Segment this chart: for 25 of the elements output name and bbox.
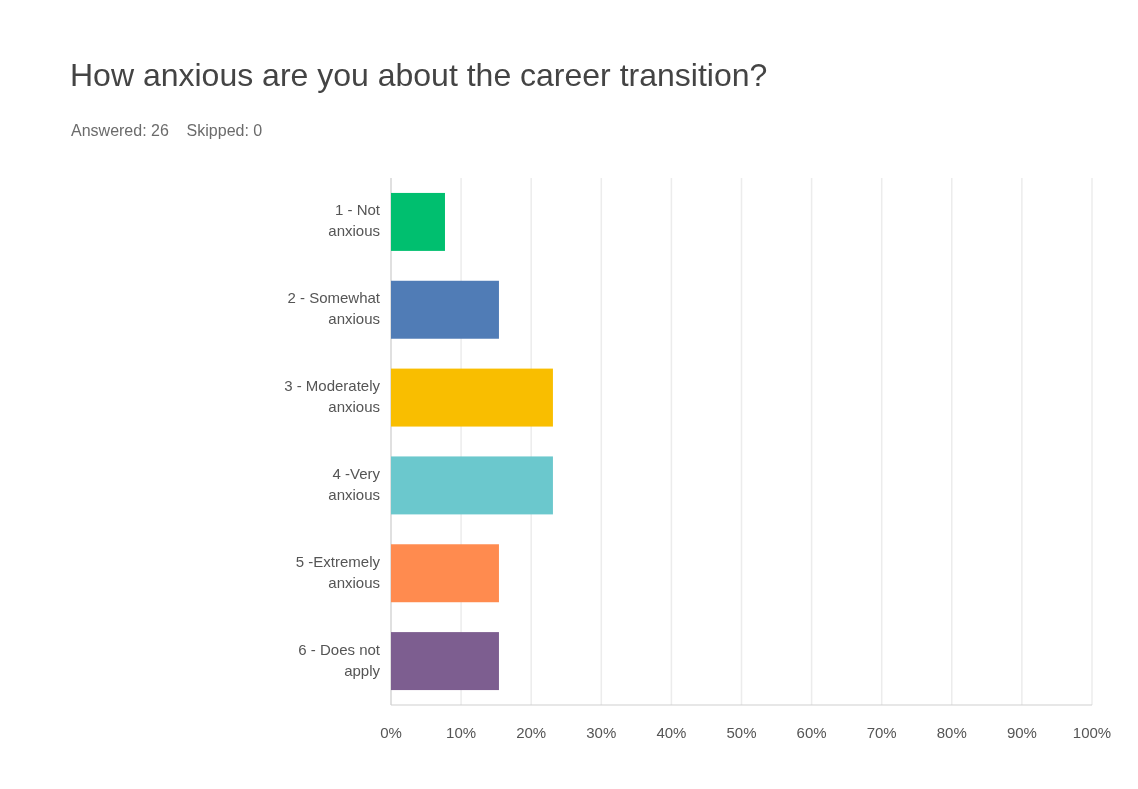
y-tick-label: 6 - Does not apply [298,640,381,679]
x-tick-label: 40% [656,724,687,741]
bar [391,456,553,515]
x-tick-label: 90% [1006,724,1037,741]
bar [391,368,553,427]
y-tick-label: 5 -Extremely anxious [295,552,381,591]
chart-title: How anxious are you about the career transition? [70,57,768,93]
y-tick-label: 4 -Very anxious [328,464,381,503]
x-tick-label: 60% [796,724,827,741]
text: Answered: 26 Skipped: 0 [71,122,263,139]
bar [391,280,499,339]
x-tick-label: 50% [726,724,757,741]
bar [391,544,499,603]
x-tick-label: 70% [866,724,897,741]
bar [391,192,445,251]
y-tick-label: 3 - Moderately anxious [284,377,381,416]
x-tick-label: 80% [936,724,967,741]
x-tick-label: 0% [380,724,402,741]
x-tick-label: 10% [446,724,477,741]
y-tick-label: 2 - Somewhat anxious [287,289,381,328]
x-tick-label: 30% [586,724,617,741]
x-tick-label: 20% [516,724,547,741]
bar [391,632,499,691]
y-tick-label: 1 - Not anxious [328,201,381,240]
x-tick-label: 100% [1072,724,1112,741]
